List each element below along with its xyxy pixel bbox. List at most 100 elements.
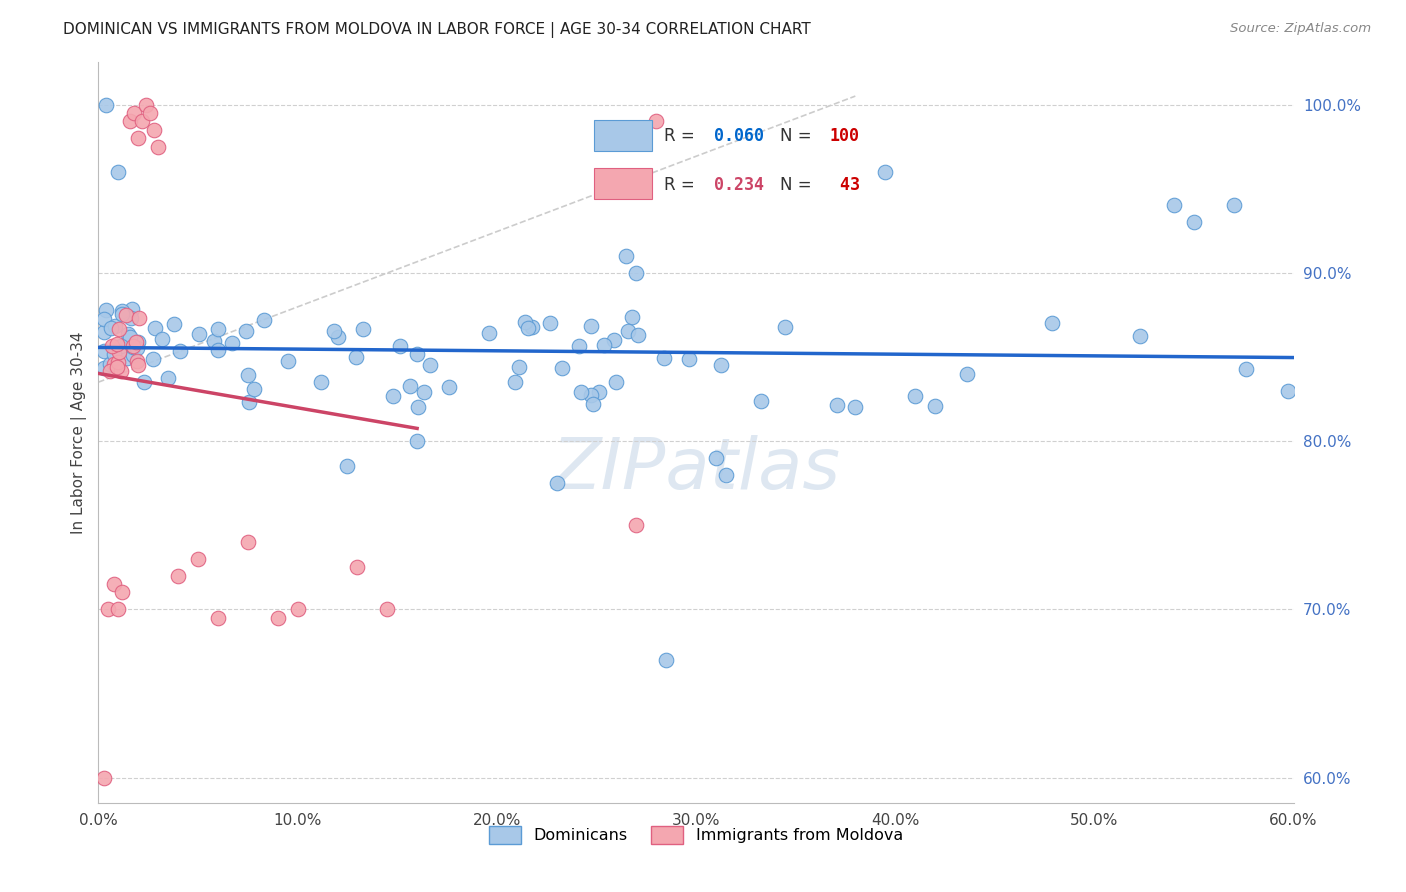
Point <box>352 322 374 336</box>
Point <box>93 343 115 358</box>
Point <box>127 354 149 368</box>
Point <box>617 324 640 338</box>
Point <box>513 315 536 329</box>
Point <box>135 97 157 112</box>
Text: ZIPatlas: ZIPatlas <box>551 435 841 504</box>
Point <box>120 114 142 128</box>
Point <box>125 341 148 355</box>
Point <box>626 328 648 343</box>
Point <box>115 351 138 366</box>
Point <box>93 771 115 785</box>
Point <box>344 351 367 365</box>
Point <box>626 518 648 533</box>
Point <box>508 359 530 374</box>
Point <box>105 360 128 375</box>
Point <box>105 336 128 351</box>
Text: 100: 100 <box>830 128 860 145</box>
Point <box>568 339 591 353</box>
Point <box>98 364 121 378</box>
Point <box>107 602 129 616</box>
Point <box>875 165 897 179</box>
Point <box>235 325 257 339</box>
Point <box>605 376 627 390</box>
Point <box>125 334 148 349</box>
Point <box>152 332 174 346</box>
Point <box>388 339 411 353</box>
Point <box>243 382 266 396</box>
Point <box>322 324 344 338</box>
Point <box>103 357 125 371</box>
Legend: Dominicans, Immigrants from Moldova: Dominicans, Immigrants from Moldova <box>482 819 910 850</box>
FancyBboxPatch shape <box>595 169 652 200</box>
Text: Source: ZipAtlas.com: Source: ZipAtlas.com <box>1230 22 1371 36</box>
Point <box>538 316 561 330</box>
Point <box>128 311 150 326</box>
Point <box>336 459 359 474</box>
Point <box>654 351 676 365</box>
Point <box>111 585 134 599</box>
Point <box>749 393 772 408</box>
Point <box>406 434 429 448</box>
Point <box>522 320 544 334</box>
Point <box>101 339 124 353</box>
Point <box>678 352 700 367</box>
Point <box>311 375 333 389</box>
Point <box>253 313 276 327</box>
Point <box>156 371 179 385</box>
Point <box>143 320 166 334</box>
Point <box>645 114 668 128</box>
Point <box>97 602 120 616</box>
Point <box>94 302 117 317</box>
Point <box>121 301 143 316</box>
Point <box>503 375 526 389</box>
Point <box>142 351 165 366</box>
Point <box>1163 198 1185 212</box>
Text: 43: 43 <box>830 176 860 194</box>
Point <box>614 249 637 263</box>
Text: DOMINICAN VS IMMIGRANTS FROM MOLDOVA IN LABOR FORCE | AGE 30-34 CORRELATION CHAR: DOMINICAN VS IMMIGRANTS FROM MOLDOVA IN … <box>63 22 811 38</box>
Point <box>375 602 398 616</box>
Point <box>588 384 610 399</box>
Point <box>236 368 259 383</box>
Point <box>107 165 129 179</box>
Point <box>381 388 404 402</box>
Point <box>120 310 142 325</box>
Point <box>96 97 118 112</box>
Point <box>134 375 156 389</box>
Point <box>406 400 429 414</box>
Point <box>1182 215 1205 229</box>
Point <box>221 335 243 350</box>
Point <box>93 311 115 326</box>
Point <box>111 306 134 320</box>
Point <box>93 326 115 340</box>
Point <box>122 348 145 362</box>
Point <box>107 344 129 359</box>
Point <box>122 340 145 354</box>
Point <box>148 139 170 153</box>
Point <box>287 602 309 616</box>
Point <box>107 322 129 336</box>
Point <box>207 611 229 625</box>
Point <box>131 114 153 128</box>
Point <box>169 343 191 358</box>
Point <box>187 551 209 566</box>
Point <box>104 318 127 333</box>
Point <box>1040 316 1063 330</box>
Point <box>516 321 538 335</box>
Point <box>127 335 149 350</box>
Point <box>118 330 141 344</box>
Point <box>110 339 132 353</box>
Point <box>551 361 574 376</box>
Point <box>714 467 737 482</box>
Point <box>127 131 149 145</box>
Point <box>110 364 132 378</box>
Point <box>103 577 125 591</box>
Point <box>844 401 866 415</box>
Point <box>202 334 225 348</box>
Point <box>405 347 427 361</box>
Point <box>825 398 848 412</box>
Point <box>1129 329 1152 343</box>
Point <box>326 330 349 344</box>
Point <box>478 326 501 340</box>
Point <box>603 333 626 347</box>
